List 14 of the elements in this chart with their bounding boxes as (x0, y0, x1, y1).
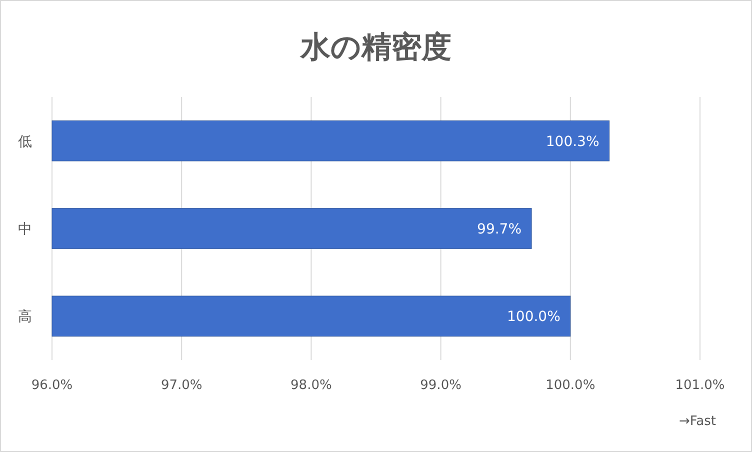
x-tick-label: 99.0% (420, 378, 462, 393)
y-tick-label: 低 (18, 134, 32, 150)
y-tick-label: 中 (18, 222, 32, 238)
data-label: 100.0% (507, 309, 560, 326)
x-tick-label: 100.0% (546, 378, 596, 393)
y-tick-label: 高 (18, 309, 32, 326)
data-label: 99.7% (477, 222, 522, 238)
x-tick-label: 101.0% (675, 378, 725, 393)
x-tick-label: 97.0% (160, 378, 202, 393)
data-label: 100.3% (546, 134, 600, 150)
x-tick-label: 98.0% (290, 378, 332, 393)
x-tick-label: 96.0% (31, 378, 73, 393)
x-axis-title: →Fast (678, 414, 716, 429)
chart-title: 水の精密度 (300, 30, 452, 65)
